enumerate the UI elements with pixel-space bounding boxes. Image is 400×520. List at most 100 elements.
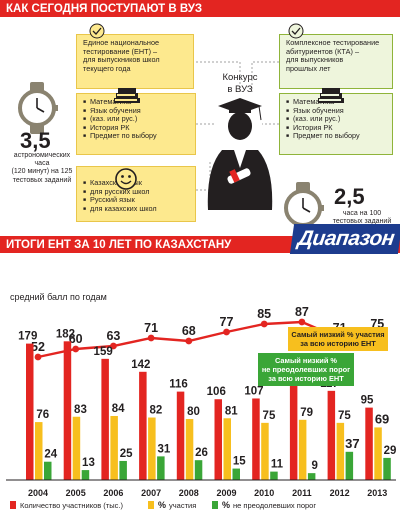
participants-bar [176, 391, 185, 480]
participation-value-label: 83 [74, 404, 87, 416]
failed-threshold-bar [345, 451, 354, 480]
failed-threshold-bar [157, 456, 165, 480]
subject-item: (каз. или рус.) [286, 115, 386, 124]
participation-value-label: 81 [225, 405, 238, 417]
participation-bar [223, 418, 231, 480]
time-left-line: астрономических [13, 152, 71, 159]
failed-value-label: 29 [384, 445, 397, 457]
books-icon [114, 88, 140, 103]
participation-value-label: 79 [300, 407, 313, 419]
kta-line: прошлых лет [286, 63, 331, 73]
average-score-label: 71 [144, 321, 158, 335]
participation-bar [374, 427, 382, 480]
failed-value-label: 26 [195, 447, 208, 459]
average-score-point [298, 318, 306, 326]
average-score-point [110, 342, 117, 350]
connector-line [196, 162, 211, 191]
subject-item: История РК [286, 123, 386, 133]
legend-symbol: % [158, 500, 166, 510]
time-left-line: (120 минут) на 125 [11, 168, 73, 176]
subject-item: Язык обучения [83, 106, 189, 116]
ent-box: Единое национальное тестирование (ЕНТ) –… [76, 34, 194, 89]
participants-bar [252, 398, 260, 480]
books-icon [318, 88, 344, 103]
average-score-point [147, 334, 155, 342]
time-right-line: тестовых заданий [332, 218, 392, 226]
year-tick-label: 2004 [28, 488, 48, 498]
participation-value-label: 82 [149, 405, 162, 417]
subjects-left-box: Математика Язык обучения (каз. или рус.)… [76, 93, 196, 155]
participation-bar [35, 422, 43, 480]
subject-item: Предмет по выбору [286, 132, 386, 141]
kta-line: для выпускников [286, 55, 344, 65]
participants-bar [26, 343, 34, 480]
publication-logo: Диапазон [289, 224, 400, 254]
participants-bar [327, 390, 336, 480]
participants-bar [63, 341, 72, 480]
failed-value-label: 15 [233, 456, 246, 468]
participants-bar [101, 358, 109, 480]
checklist-icon [89, 23, 105, 39]
subject-item: История РК [83, 123, 189, 133]
year-tick-label: 2005 [66, 488, 86, 498]
failed-threshold-bar [81, 470, 90, 480]
participation-bar [185, 419, 194, 480]
subject-item: (каз. или рус.) [83, 115, 189, 124]
time-left-line: тестовых заданий [12, 176, 72, 184]
legend-swatch [148, 501, 154, 509]
average-score-label: 63 [106, 329, 120, 343]
participants-value-label: 159 [94, 346, 113, 358]
participation-value-label: 76 [36, 409, 49, 421]
connector-line [196, 61, 241, 92]
average-score-label: 87 [295, 305, 309, 319]
failed-value-label: 37 [345, 436, 359, 451]
year-tick-label: 2008 [179, 488, 199, 498]
participants-bar [214, 399, 222, 480]
checklist-icon [288, 23, 304, 39]
time-left-caption: астрономических часа (120 минут) на 125 … [4, 152, 80, 185]
legend-swatch [212, 501, 218, 509]
average-score-label: 85 [257, 307, 271, 321]
average-score-label: 60 [69, 332, 83, 346]
participation-value-label: 69 [375, 411, 389, 426]
annotation-line: за всю историю ЕНТ [268, 374, 344, 383]
failed-value-label: 13 [82, 457, 95, 469]
legend-swatch [10, 501, 16, 509]
average-score-point [72, 345, 80, 353]
participants-value-label: 142 [131, 359, 150, 371]
average-score-point [34, 353, 42, 361]
center-label-line: Конкурс [222, 72, 258, 83]
subject-item: Математика [286, 97, 386, 107]
bottom-section-title: ИТОГИ ЕНТ ЗА 10 ЛЕТ ПО КАЗАХСТАНУ [6, 238, 232, 251]
chart-title: средний балл по годам [10, 292, 107, 302]
failed-threshold-bar [232, 468, 240, 480]
kta-line: Комплексное тестирование [286, 38, 380, 47]
participation-bar [261, 422, 269, 480]
time-right-caption: часа на 100 тестовых заданий [326, 210, 398, 226]
language-item-continued: для русских школ [83, 187, 189, 197]
participation-value-label: 75 [263, 410, 276, 422]
participants-value-label: 106 [207, 386, 226, 398]
annotation-line: Самый низкий % [274, 356, 337, 365]
participation-value-label: 84 [112, 403, 125, 415]
year-tick-label: 2007 [141, 488, 161, 498]
year-tick-label: 2011 [292, 488, 312, 498]
failed-value-label: 24 [44, 449, 57, 461]
participants-bar [365, 407, 373, 480]
participation-bar [336, 422, 345, 480]
failed-value-label: 11 [271, 459, 284, 471]
participants-value-label: 95 [361, 395, 374, 407]
year-tick-label: 2013 [367, 488, 387, 498]
average-score-label: 77 [220, 315, 234, 329]
language-item-continued: для казахских школ [83, 204, 189, 214]
annotation-lowest-failed: Самый низкий % не преодолевших порог за … [258, 353, 354, 386]
top-section-title: КАК СЕГОДНЯ ПОСТУПАЮТ В ВУЗ [6, 2, 203, 15]
failed-threshold-bar [383, 457, 391, 480]
language-item: Русский язык [83, 196, 189, 205]
time-right-value: 2,5 [334, 184, 365, 209]
failed-threshold-bar [270, 471, 278, 480]
year-tick-label: 2012 [330, 488, 350, 498]
participation-value-label: 75 [338, 410, 351, 422]
failed-threshold-bar [194, 460, 203, 480]
center-label-line: в ВУЗ [227, 84, 253, 95]
